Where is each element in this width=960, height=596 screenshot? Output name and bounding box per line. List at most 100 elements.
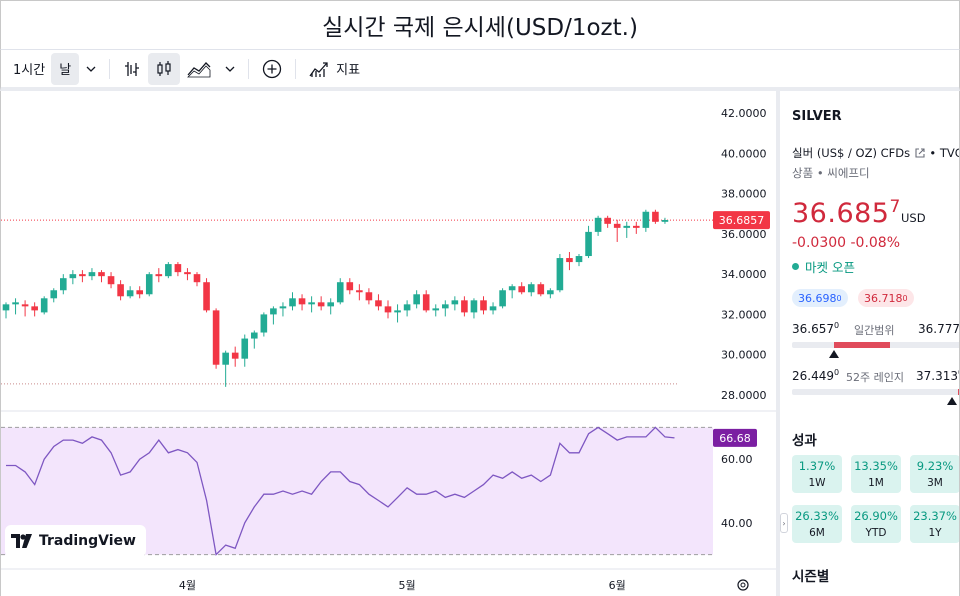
perf-label: 3M — [927, 477, 943, 489]
external-link-icon[interactable] — [914, 147, 926, 162]
chevron-down-icon[interactable] — [79, 53, 103, 85]
candle-body — [298, 298, 306, 305]
candle-body — [60, 278, 67, 291]
rsi-label-box — [713, 428, 757, 447]
candle-body — [231, 352, 239, 359]
candle-body — [136, 290, 143, 295]
price-axis-tick: 38.0000 — [721, 188, 767, 201]
price-currency: USD — [901, 211, 926, 225]
chart-area[interactable]: 42.0000 40.0000 38.0000 36.0000 34.0000 32.00… — [0, 91, 777, 596]
status-dot-icon — [792, 263, 799, 270]
candle-body — [317, 302, 325, 307]
day-range-fill — [834, 342, 890, 348]
last-price-main: 36.685 — [792, 198, 890, 229]
candle-body — [489, 306, 497, 311]
candle-body — [165, 264, 172, 277]
candle-body — [327, 302, 334, 307]
symbol-description: 실버 (US$ / OZ) CFDs • TVC — [792, 145, 959, 162]
candle-body — [107, 276, 115, 285]
candle-body — [2, 304, 10, 311]
candle-body — [155, 274, 163, 277]
symbol-category: 상품 • 씨에프디 — [792, 166, 870, 180]
candle-body — [442, 304, 449, 309]
candle-body — [499, 290, 506, 307]
day-range-label: 일간범위 — [854, 324, 895, 337]
price-chart[interactable]: 42.0000 40.0000 38.0000 36.0000 34.0000 32.00… — [1, 91, 777, 596]
candle-body — [21, 304, 29, 307]
symbol-description-text: 실버 (US$ / OZ) CFDs — [792, 146, 911, 160]
candle-body — [461, 300, 468, 313]
last-price-label-box — [713, 211, 770, 230]
tradingview-logo[interactable]: TradingView — [5, 525, 146, 557]
candle-body — [184, 272, 191, 275]
candle-body — [193, 274, 201, 283]
price-axis-tick: 28.0000 — [721, 389, 767, 402]
candle-body — [537, 284, 545, 295]
collapse-handle[interactable]: › — [780, 513, 788, 533]
perf-tile-1m[interactable]: 13.35% 1M — [851, 455, 901, 493]
candle-body — [413, 294, 420, 305]
perf-value: 1.37% — [798, 459, 836, 473]
perf-value: 9.23% — [916, 459, 954, 473]
candle-body — [527, 284, 535, 293]
timeframe-button[interactable]: 날 — [51, 52, 80, 85]
add-compare-icon[interactable] — [255, 53, 289, 85]
chevron-down-icon[interactable] — [218, 53, 242, 85]
day-high-text: 36.777 — [918, 322, 960, 336]
indicators-button[interactable]: 지표 — [302, 53, 366, 85]
candle-body — [661, 220, 669, 222]
candle-body — [356, 290, 363, 293]
candle-body — [98, 272, 105, 277]
bid-price-text: 36.698 — [798, 291, 837, 305]
perf-tile-1y[interactable]: 23.37% 1Y — [910, 505, 959, 543]
candle-body — [642, 211, 650, 228]
candle-body — [174, 264, 182, 273]
indicators-icon — [308, 59, 330, 79]
candle-body — [12, 302, 19, 305]
day-range-low: 36.6570 — [792, 321, 839, 336]
candle-body — [336, 282, 344, 303]
interval-button[interactable]: 1시간 — [13, 63, 46, 78]
rsi-line — [6, 426, 675, 556]
day-range-high: 36.7770 — [918, 321, 960, 336]
perf-value: 23.37% — [913, 509, 957, 523]
toolbar-divider — [248, 58, 250, 79]
area-style-icon[interactable] — [180, 53, 218, 85]
candle-body — [633, 225, 640, 228]
candle-body — [566, 258, 573, 263]
ask-price-text: 36.718 — [864, 291, 903, 305]
perf-label: 1Y — [928, 527, 942, 539]
page-title: 실시간 국제 은시세(USD/1ozt.) — [0, 0, 960, 50]
rsi-axis-tick: 60.00 — [721, 453, 753, 466]
perf-tile-3m[interactable]: 9.23% 3M — [910, 455, 959, 493]
week52-range-marker-icon — [947, 397, 957, 405]
candle-body — [375, 300, 382, 307]
perf-tile-6m[interactable]: 26.33% 6M — [792, 505, 842, 543]
candle-body — [613, 223, 621, 228]
ask-price: 36.718 0 — [858, 289, 914, 307]
week52-low-sup: 0 — [834, 368, 840, 377]
gear-center — [740, 582, 746, 588]
price-axis-tick: 34.0000 — [721, 268, 767, 281]
rsi-axis-tick: 40.00 — [721, 517, 753, 530]
perf-label: 6M — [809, 527, 825, 539]
candle-body — [270, 308, 277, 315]
candles-icon[interactable] — [148, 52, 181, 85]
candle-body — [652, 211, 659, 222]
candle-body — [585, 231, 592, 257]
perf-tile-ytd[interactable]: 26.90% YTD — [851, 505, 901, 543]
week52-range-high: 37.3130 — [916, 368, 959, 383]
perf-label: 1M — [868, 477, 884, 489]
week52-low-text: 26.449 — [792, 369, 834, 383]
perf-tile-1w[interactable]: 1.37% 1W — [792, 455, 842, 493]
candle-body — [222, 352, 229, 365]
symbol-name[interactable]: SILVER — [792, 109, 842, 124]
candle-body — [575, 256, 583, 263]
settings-gear-icon[interactable] — [737, 579, 749, 591]
candle-body — [117, 284, 124, 297]
candle-body — [50, 290, 58, 299]
bar-style-icon[interactable] — [116, 53, 148, 85]
candle-body — [556, 258, 564, 291]
ask-price-sup: 0 — [902, 293, 908, 303]
perf-value: 26.90% — [854, 509, 898, 523]
